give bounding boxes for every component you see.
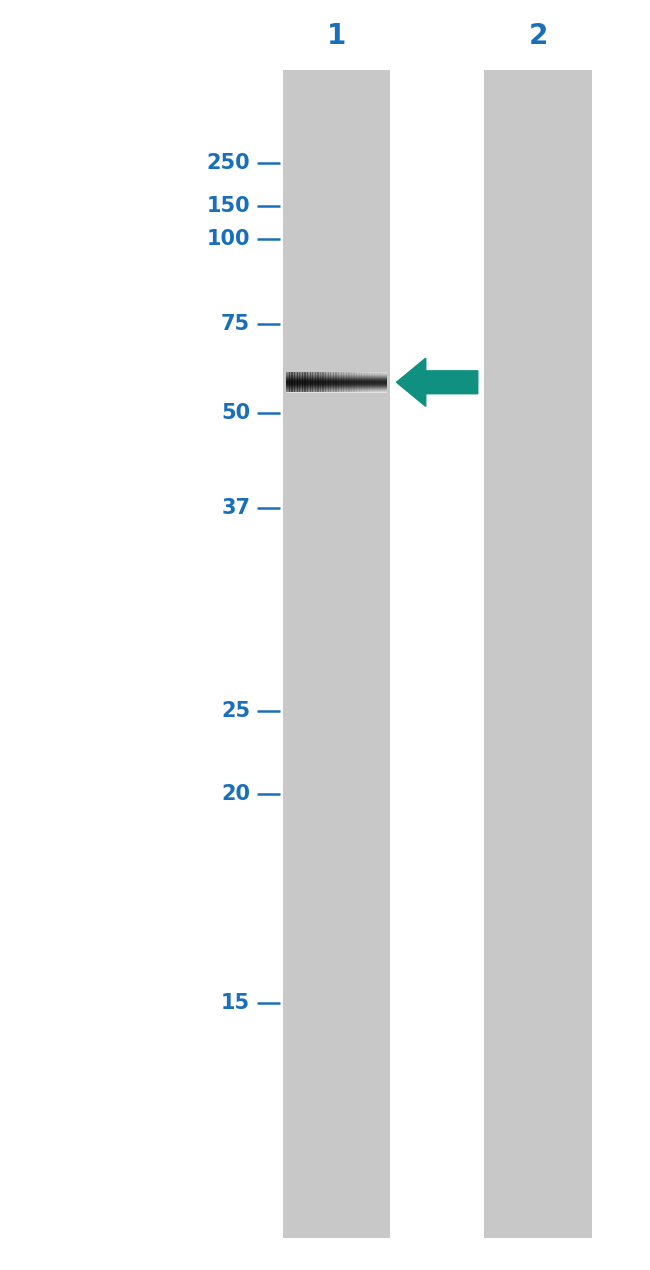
Bar bbox=[380, 372, 383, 392]
Text: 25: 25 bbox=[221, 701, 250, 721]
Bar bbox=[367, 372, 370, 392]
Text: 37: 37 bbox=[221, 498, 250, 518]
Text: 20: 20 bbox=[221, 784, 250, 804]
Bar bbox=[341, 372, 344, 392]
Bar bbox=[294, 372, 298, 392]
Bar bbox=[302, 372, 306, 392]
Bar bbox=[335, 372, 339, 392]
Bar bbox=[359, 372, 363, 392]
Bar bbox=[315, 372, 318, 392]
Bar bbox=[348, 372, 352, 392]
Bar bbox=[369, 372, 372, 392]
Bar bbox=[385, 372, 388, 392]
Text: 150: 150 bbox=[207, 196, 250, 216]
FancyArrow shape bbox=[396, 358, 478, 406]
Text: 1: 1 bbox=[327, 22, 346, 50]
Bar bbox=[387, 372, 391, 392]
Bar bbox=[364, 372, 368, 392]
Bar bbox=[351, 372, 355, 392]
Bar bbox=[307, 372, 311, 392]
Text: 100: 100 bbox=[207, 229, 250, 249]
Bar bbox=[382, 372, 385, 392]
Bar bbox=[377, 372, 380, 392]
Bar bbox=[291, 372, 295, 392]
Bar bbox=[320, 372, 324, 392]
Bar bbox=[354, 372, 358, 392]
Bar bbox=[372, 372, 375, 392]
Text: 50: 50 bbox=[221, 403, 250, 423]
Bar bbox=[289, 372, 292, 392]
Bar bbox=[299, 372, 303, 392]
Text: 250: 250 bbox=[207, 152, 250, 173]
Bar bbox=[356, 372, 360, 392]
Bar bbox=[374, 372, 378, 392]
Text: 75: 75 bbox=[221, 314, 250, 334]
Bar bbox=[333, 372, 337, 392]
Bar bbox=[304, 372, 308, 392]
Bar bbox=[283, 70, 390, 1238]
Bar bbox=[296, 372, 300, 392]
Text: 2: 2 bbox=[528, 22, 548, 50]
Text: 15: 15 bbox=[221, 993, 250, 1013]
Bar bbox=[286, 372, 290, 392]
Bar bbox=[322, 372, 326, 392]
Bar bbox=[328, 372, 332, 392]
Bar bbox=[343, 372, 347, 392]
Bar bbox=[346, 372, 350, 392]
Bar bbox=[309, 372, 313, 392]
Bar bbox=[330, 372, 334, 392]
Bar bbox=[338, 372, 342, 392]
Bar bbox=[325, 372, 329, 392]
Bar bbox=[312, 372, 316, 392]
Bar bbox=[484, 70, 592, 1238]
Bar bbox=[361, 372, 365, 392]
Bar bbox=[317, 372, 321, 392]
